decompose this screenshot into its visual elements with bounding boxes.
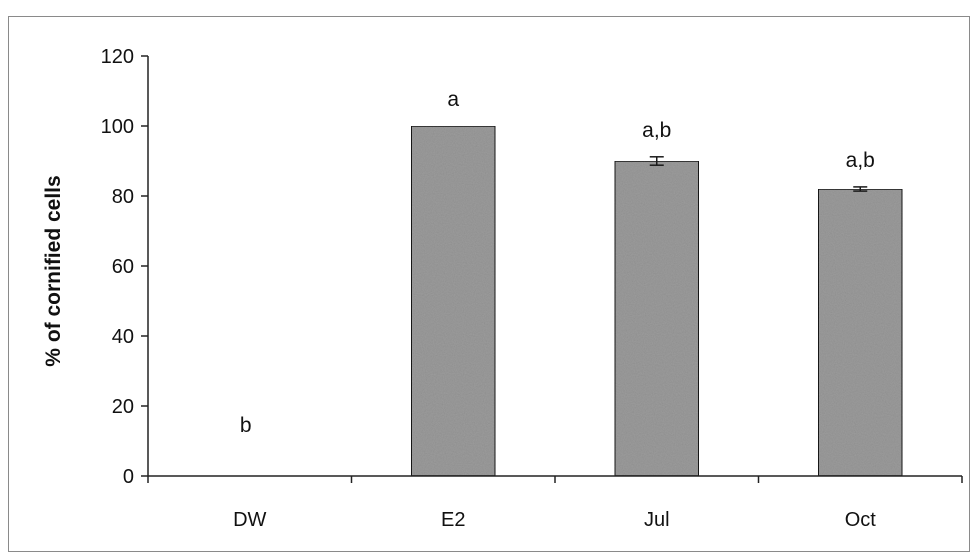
- x-tick-label: Jul: [644, 509, 670, 531]
- significance-labels: b a a,b a,b: [240, 88, 875, 437]
- y-tick-label: 0: [123, 466, 134, 488]
- significance-label: a,b: [642, 119, 671, 142]
- y-tick-label: 60: [112, 256, 134, 278]
- y-axis-ticks: 0 20 40 60 80 100 120: [101, 46, 148, 488]
- x-axis-ticks: DW E2 Jul Oct: [147, 476, 963, 531]
- x-tick-label: DW: [233, 509, 266, 531]
- y-tick-label: 40: [112, 326, 134, 348]
- y-axis-title: % of cornified cells: [42, 175, 65, 366]
- significance-label: a: [447, 88, 459, 111]
- bar-oct: [817, 188, 903, 477]
- significance-label: b: [240, 414, 252, 437]
- y-tick-label: 20: [112, 396, 134, 418]
- x-tick-label: E2: [441, 509, 465, 531]
- x-tick-label: Oct: [845, 509, 877, 531]
- significance-label: a,b: [846, 149, 875, 172]
- y-axis-title-group: % of cornified cells: [42, 175, 65, 366]
- bar-e2: [410, 125, 496, 477]
- bar-jul: [614, 160, 700, 477]
- y-tick-label: 120: [101, 46, 134, 68]
- bars: [410, 125, 903, 477]
- error-bars: [649, 156, 868, 192]
- y-tick-label: 80: [112, 186, 134, 208]
- y-tick-label: 100: [101, 116, 134, 138]
